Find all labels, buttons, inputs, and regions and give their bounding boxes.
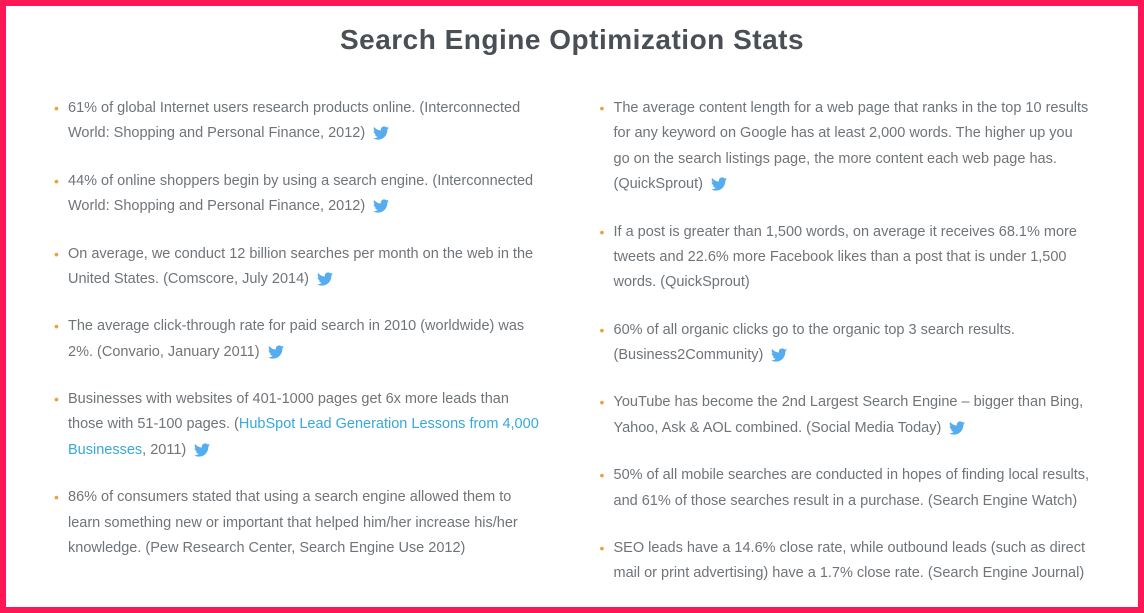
- stat-item: On average, we conduct 12 billion search…: [54, 242, 545, 293]
- stat-text: 86% of consumers stated that using a sea…: [68, 489, 518, 556]
- stat-item: Businesses with websites of 401-1000 pag…: [54, 387, 545, 463]
- stat-item: The average content length for a web pag…: [600, 96, 1091, 198]
- stat-text: 61% of global Internet users research pr…: [68, 100, 520, 141]
- stat-item: 60% of all organic clicks go to the orga…: [600, 318, 1091, 369]
- left-column: 61% of global Internet users research pr…: [54, 96, 545, 609]
- stat-item: SEO leads have a 14.6% close rate, while…: [600, 536, 1091, 587]
- stat-text: SEO leads have a 14.6% close rate, while…: [614, 540, 1086, 581]
- stat-text: The average content length for a web pag…: [614, 100, 1089, 192]
- stat-text: 50% of all mobile searches are conducted…: [614, 467, 1090, 508]
- stat-text: YouTube has become the 2nd Largest Searc…: [614, 394, 1084, 435]
- stat-item: If a post is greater than 1,500 words, o…: [600, 220, 1091, 296]
- stat-list-left: 61% of global Internet users research pr…: [54, 96, 545, 561]
- twitter-icon[interactable]: [268, 345, 284, 359]
- stat-item: 86% of consumers stated that using a sea…: [54, 485, 545, 561]
- twitter-icon[interactable]: [317, 272, 333, 286]
- twitter-icon[interactable]: [771, 348, 787, 362]
- stat-item: The average click-through rate for paid …: [54, 314, 545, 365]
- stat-text: , 2011): [142, 442, 186, 458]
- page-title: Search Engine Optimization Stats: [54, 24, 1090, 56]
- stat-item: 44% of online shoppers begin by using a …: [54, 169, 545, 220]
- stat-text: The average click-through rate for paid …: [68, 318, 524, 359]
- stat-list-right: The average content length for a web pag…: [600, 96, 1091, 587]
- stat-item: 61% of global Internet users research pr…: [54, 96, 545, 147]
- stat-text: 60% of all organic clicks go to the orga…: [614, 322, 1015, 363]
- right-column: The average content length for a web pag…: [600, 96, 1091, 609]
- stat-item: YouTube has become the 2nd Largest Searc…: [600, 390, 1091, 441]
- twitter-icon[interactable]: [373, 199, 389, 213]
- stat-text: 44% of online shoppers begin by using a …: [68, 173, 533, 214]
- stat-text: On average, we conduct 12 billion search…: [68, 246, 533, 287]
- twitter-icon[interactable]: [711, 177, 727, 191]
- columns: 61% of global Internet users research pr…: [54, 96, 1090, 609]
- stat-text: If a post is greater than 1,500 words, o…: [614, 224, 1077, 291]
- twitter-icon[interactable]: [194, 443, 210, 457]
- stats-card: Search Engine Optimization Stats 61% of …: [0, 0, 1144, 613]
- stat-item: 50% of all mobile searches are conducted…: [600, 463, 1091, 514]
- twitter-icon[interactable]: [949, 421, 965, 435]
- twitter-icon[interactable]: [373, 126, 389, 140]
